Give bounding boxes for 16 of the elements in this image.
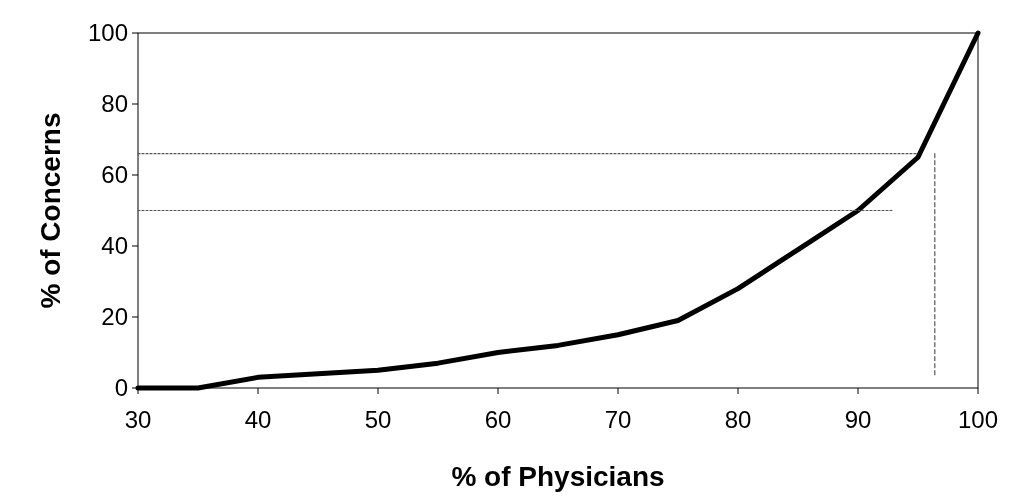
y-axis-title: % of Concerns [35, 112, 66, 309]
x-tick-label: 40 [244, 406, 272, 433]
y-tick-label: 40 [101, 232, 128, 260]
x-tick-label: 90 [844, 406, 872, 433]
y-tick-label: 20 [101, 303, 128, 331]
x-tick-label: 100 [957, 406, 999, 433]
x-tick-label: 80 [724, 406, 752, 433]
x-tick-label: 30 [124, 406, 152, 433]
x-axis-title: % of Physicians [451, 461, 665, 492]
y-tick-label: 0 [114, 374, 128, 402]
x-tick-label: 70 [604, 406, 632, 433]
x-tick-label: 60 [484, 406, 512, 433]
y-tick-label: 60 [101, 161, 128, 189]
x-tick-label: 50 [364, 406, 392, 433]
y-tick-label: 80 [101, 90, 128, 118]
y-tick-label: 100 [87, 19, 128, 47]
